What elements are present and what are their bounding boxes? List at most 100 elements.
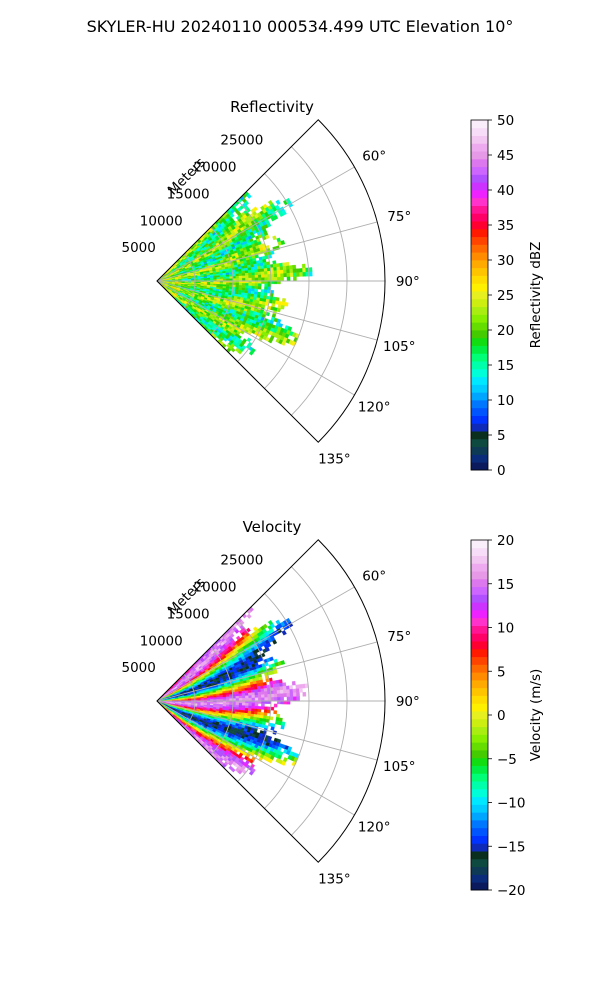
radar-bin: [277, 273, 281, 278]
radar-bin: [238, 695, 243, 699]
azimuth-gridline: [156, 641, 378, 702]
radar-bin: [237, 769, 243, 775]
radar-bin: [278, 679, 283, 684]
radar-bin: [206, 277, 211, 280]
radar-bin: [260, 271, 265, 275]
radar-bin: [278, 717, 283, 722]
colorbar-segment: [471, 711, 488, 720]
radar-bin: [235, 693, 240, 697]
radar-bin: [246, 337, 252, 343]
radar-bin: [295, 268, 300, 273]
radar-bin: [257, 694, 262, 698]
range-tick-label: 20000: [194, 160, 237, 176]
radar-bin: [238, 693, 243, 697]
radar-bin: [257, 691, 262, 696]
radar-bin: [280, 276, 284, 281]
radar-bin: [272, 260, 277, 265]
azimuth-gridline: [156, 700, 378, 761]
colorbar-segment: [471, 750, 488, 759]
radar-bin: [244, 707, 249, 712]
radar-bin: [280, 305, 285, 310]
panel-title: Reflectivity: [230, 98, 314, 116]
colorbar-segment: [471, 135, 488, 144]
radar-bin: [223, 337, 228, 342]
radar-bin: [263, 289, 268, 294]
radar-bin: [302, 272, 307, 277]
radar-bin: [245, 283, 249, 286]
radar-bin: [291, 680, 296, 686]
radar-bin: [254, 692, 259, 696]
colorbar-segment: [471, 236, 488, 245]
azimuth-gridline: [156, 700, 355, 816]
radar-bin: [273, 669, 278, 675]
colorbar-segment: [471, 781, 488, 790]
colorbar-segment: [471, 804, 488, 813]
colorbar-segment: [471, 213, 488, 222]
radar-bin: [251, 269, 255, 273]
radar-bin: [251, 703, 256, 707]
colorbar-segment: [471, 664, 488, 673]
radar-bin: [222, 343, 227, 348]
colorbar-segment: [471, 866, 488, 875]
radar-bin: [246, 193, 252, 199]
radar-bin: [260, 691, 265, 695]
colorbar-segment: [471, 625, 488, 634]
radar-bin: [248, 697, 252, 701]
colorbar-tick-label: −10: [497, 796, 526, 812]
colorbar-segment: [471, 835, 488, 844]
colorbar-tick-label: 0: [497, 708, 506, 724]
radar-bin: [226, 347, 232, 353]
radar-bin: [273, 687, 278, 691]
radar-bin: [270, 250, 275, 255]
radar-bin: [308, 271, 313, 277]
radar-bin: [263, 268, 268, 272]
radar-bin: [222, 696, 227, 700]
radar-bin: [293, 276, 297, 281]
colorbar-segment: [471, 718, 488, 728]
radar-bin: [222, 702, 227, 705]
radar-bin: [289, 692, 294, 697]
radar-bin: [273, 690, 278, 695]
colorbar-segment: [471, 843, 488, 852]
colorbar-segment: [471, 454, 488, 463]
colorbar-segment: [471, 228, 488, 238]
radar-bin: [295, 688, 300, 693]
radar-bin: [261, 277, 265, 281]
radar-bin: [251, 283, 256, 287]
radar-bin: [289, 688, 294, 694]
radar-bin: [286, 272, 291, 278]
colorbar-segment: [471, 400, 488, 409]
radar-bin: [284, 302, 289, 307]
colorbar-segment: [471, 330, 488, 339]
colorbar-segment: [471, 353, 488, 362]
colorbar-segment: [471, 314, 488, 323]
colorbar-segment: [471, 221, 488, 230]
radar-bin: [279, 686, 284, 691]
radar-bin: [281, 630, 287, 636]
radar-bin: [238, 285, 243, 288]
colorbar-tick-label: 5: [497, 664, 506, 680]
colorbar-segment: [471, 812, 488, 821]
radar-bin: [235, 275, 240, 279]
radar-bin: [237, 349, 243, 355]
radar-bin: [253, 266, 258, 270]
radar-bin: [276, 690, 281, 695]
radar-bin: [241, 270, 246, 274]
radar-bin: [264, 706, 268, 711]
radar-bin: [230, 347, 236, 353]
colorbar-tick-label: 20: [497, 533, 514, 549]
radar-bin: [213, 277, 217, 280]
radar-bin: [286, 269, 291, 274]
colorbar-segment: [471, 656, 488, 665]
radar-bin: [273, 693, 278, 698]
colorbar-tick-label: 30: [497, 253, 514, 269]
radar-bin: [238, 282, 243, 286]
radar-bin: [292, 272, 297, 277]
radar-bin: [216, 277, 221, 280]
radar-bin: [212, 334, 218, 339]
radar-bin: [244, 687, 249, 691]
colorbar-tick-label: 15: [497, 358, 514, 374]
radar-bin: [286, 689, 291, 694]
radar-bin: [257, 268, 262, 273]
radar-bin: [268, 758, 274, 764]
